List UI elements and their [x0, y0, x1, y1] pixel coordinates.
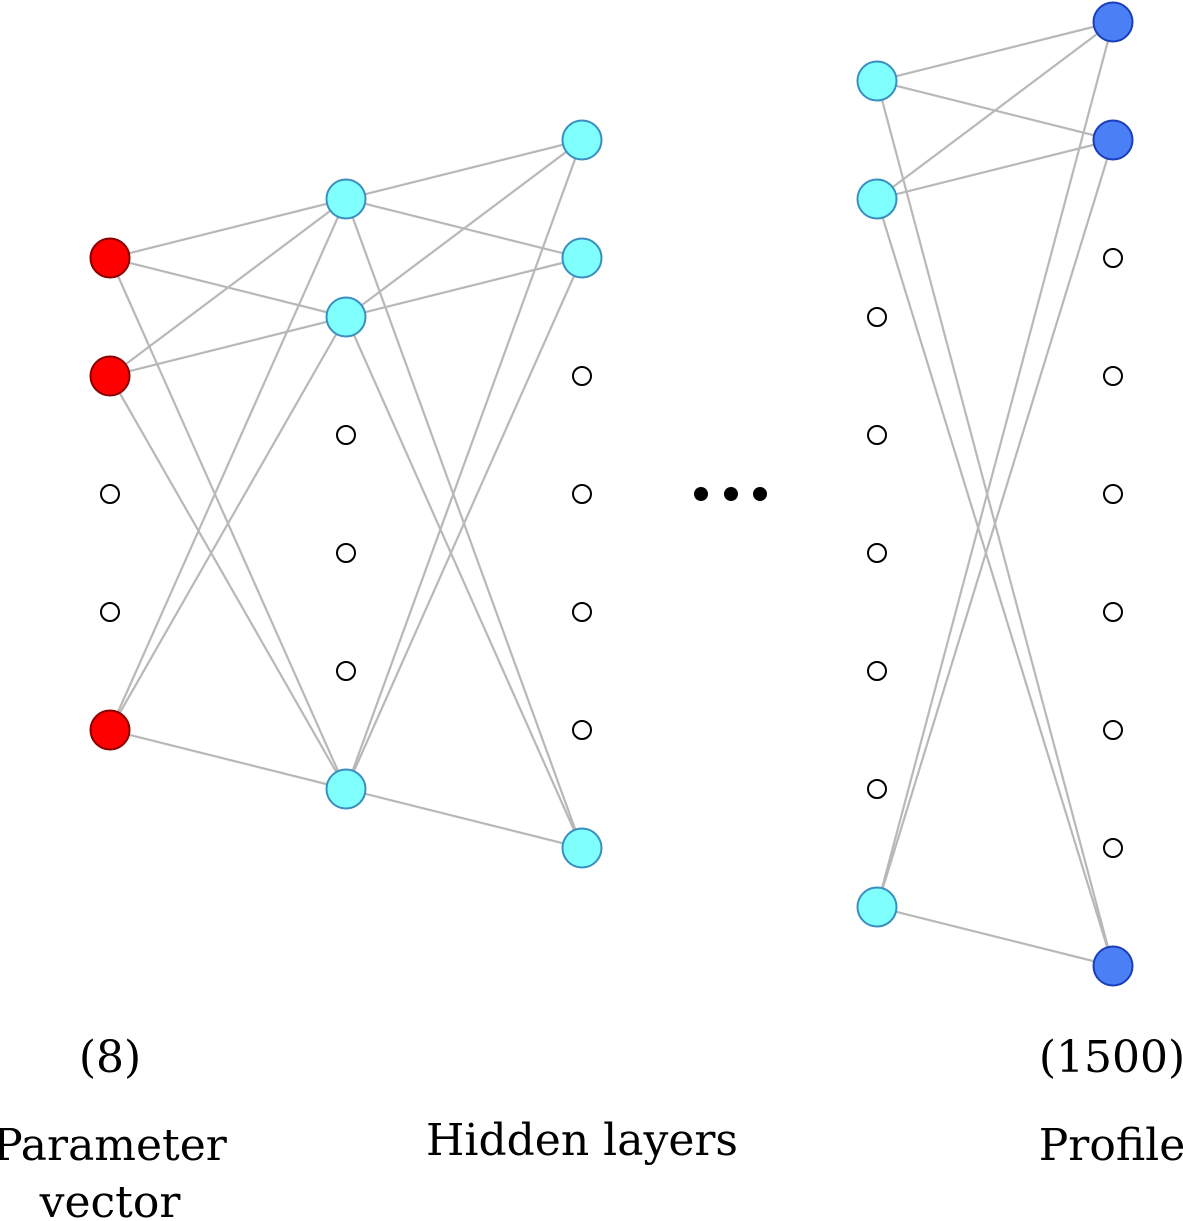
hidden-last-node [856, 886, 898, 928]
hidden-last-placeholder-node [867, 779, 887, 799]
input-node [89, 709, 131, 751]
connection-edge [876, 138, 1114, 201]
input-placeholder-node [100, 484, 120, 504]
output-count-label: (1500) [1039, 1032, 1183, 1083]
hidden-2-node [561, 237, 603, 279]
output-placeholder-node [1103, 838, 1123, 858]
hidden-last-placeholder-node [867, 543, 887, 563]
hidden-2-placeholder-node [572, 484, 592, 504]
hidden-last-placeholder-node [867, 661, 887, 681]
connection-edge [876, 905, 1114, 968]
nodes [89, 1, 1134, 987]
connection-edge [876, 21, 1114, 200]
output-placeholder-node [1103, 720, 1123, 740]
connection-edge [345, 256, 583, 319]
hidden-1-placeholder-node [336, 661, 356, 681]
connection-edge [345, 787, 583, 850]
connection-edge [109, 197, 347, 260]
ellipsis-dots-icon [694, 487, 767, 501]
output-node [1092, 945, 1134, 987]
output-layer-title: Profile [1039, 1120, 1183, 1171]
connection-edge [109, 315, 347, 378]
connection-edge [876, 20, 1114, 83]
connection-edge [109, 375, 347, 790]
connection-edge [108, 198, 348, 731]
connection-edge [109, 198, 347, 377]
hidden-2-node [561, 827, 603, 869]
output-node [1092, 119, 1134, 161]
connection-edge [344, 139, 584, 790]
output-placeholder-node [1103, 366, 1123, 386]
output-node [1092, 1, 1134, 43]
input-layer-title-line2: vector [39, 1177, 182, 1221]
connections [108, 20, 1115, 968]
connection-edge [345, 139, 583, 318]
output-placeholder-node [1103, 602, 1123, 622]
output-placeholder-node [1103, 484, 1123, 504]
connection-edge [109, 316, 347, 731]
hidden-last-placeholder-node [867, 425, 887, 445]
hidden-1-placeholder-node [336, 425, 356, 445]
input-placeholder-node [100, 602, 120, 622]
connection-edge [344, 316, 584, 849]
connection-edge [875, 139, 1115, 908]
hidden-2-node [561, 119, 603, 161]
hidden-last-node [856, 60, 898, 102]
hidden-1-node [325, 178, 367, 220]
connection-edge [875, 21, 1115, 908]
hidden-1-node [325, 768, 367, 810]
input-node [89, 355, 131, 397]
hidden-last-node [856, 178, 898, 220]
connection-edge [109, 728, 347, 791]
hidden-1-placeholder-node [336, 543, 356, 563]
hidden-2-placeholder-node [572, 602, 592, 622]
connection-edge [344, 257, 584, 790]
connection-edge [345, 138, 583, 201]
output-placeholder-node [1103, 248, 1123, 268]
hidden-1-node [325, 296, 367, 338]
input-count-label: (8) [79, 1032, 141, 1083]
hidden-2-placeholder-node [572, 366, 592, 386]
hidden-last-placeholder-node [867, 307, 887, 327]
connection-edge [875, 198, 1115, 967]
input-node [89, 237, 131, 279]
input-layer-title: Parameter [0, 1120, 228, 1171]
hidden-2-placeholder-node [572, 720, 592, 740]
hidden-layers-title: Hidden layers [426, 1115, 738, 1166]
